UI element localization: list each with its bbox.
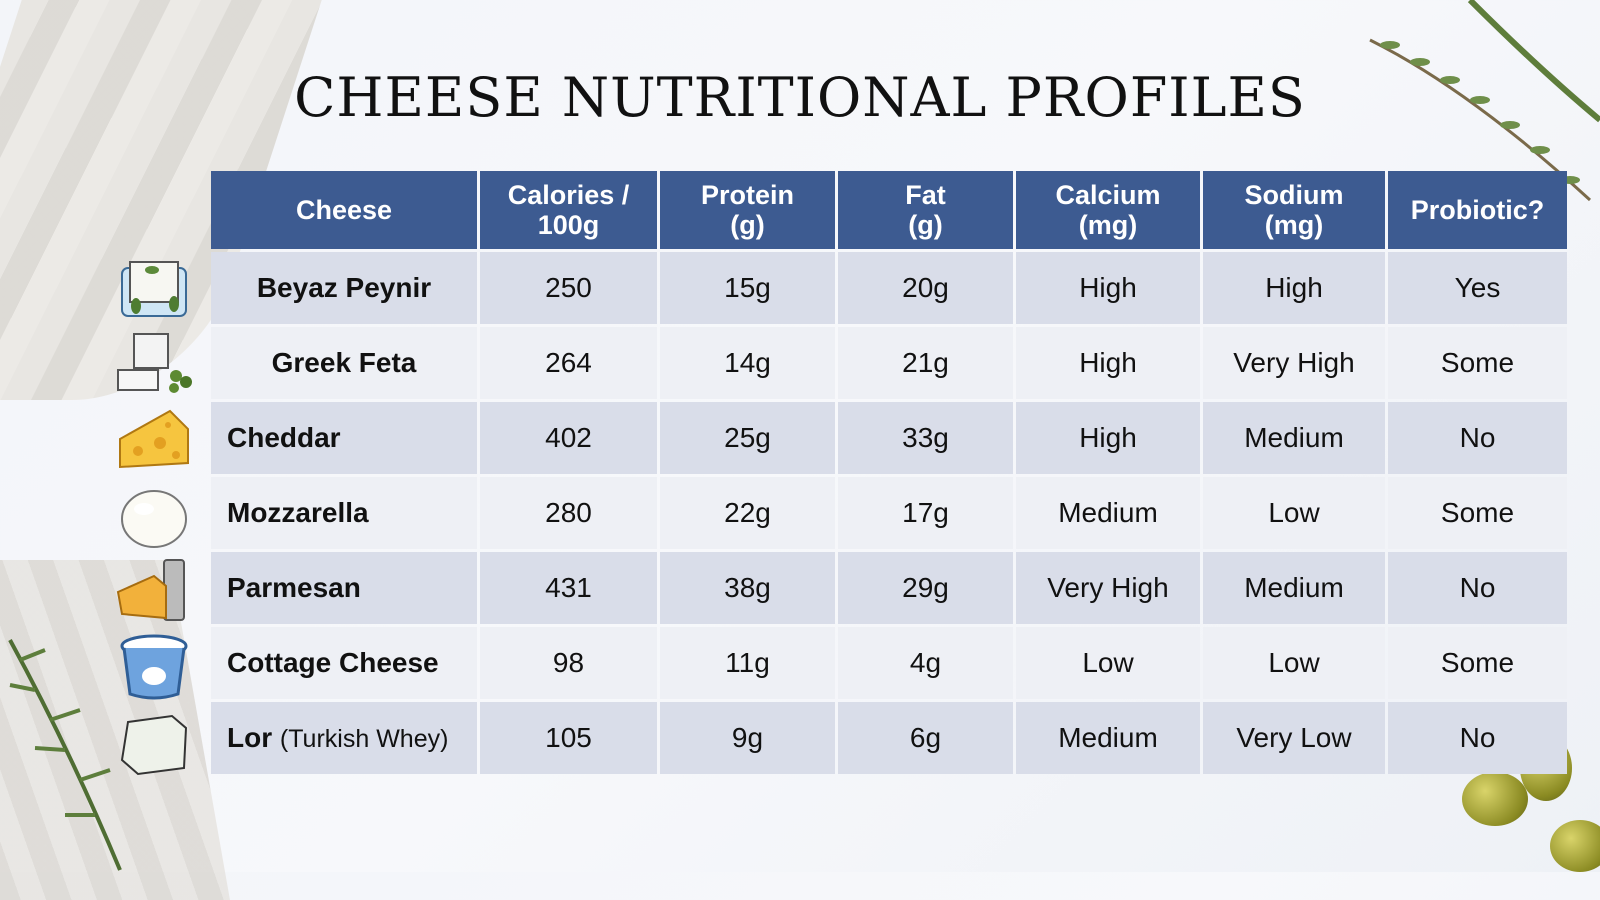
column-header: Probiotic?: [1388, 171, 1567, 249]
table-cell: Yes: [1388, 252, 1567, 324]
table-row: Cottage Cheese 98 11g 4g Low Low Some: [211, 627, 1567, 699]
cheese-name: Greek Feta: [271, 347, 417, 378]
nutrition-table: Cheese Calories /100g Protein (g) Fat (g) Calc…: [208, 168, 1570, 777]
table-cell: 38g: [660, 552, 835, 624]
table-cell: Medium: [1016, 477, 1200, 549]
table-cell: High: [1016, 252, 1200, 324]
column-header-label: (mg): [1264, 210, 1324, 240]
table-cell: 402: [480, 402, 657, 474]
table-cell: Some: [1388, 627, 1567, 699]
cheese-name-cell: Mozzarella: [211, 477, 477, 549]
cheddar-wedge-icon: [114, 405, 194, 475]
table-cell: 264: [480, 327, 657, 399]
column-header-label: Calcium: [1055, 180, 1161, 210]
table-cell: 21g: [838, 327, 1013, 399]
table-cell: Low: [1203, 627, 1385, 699]
table-cell: No: [1388, 702, 1567, 774]
mozzarella-ball-icon: [114, 481, 194, 551]
table-cell: 105: [480, 702, 657, 774]
column-header: Cheese: [211, 171, 477, 249]
column-header: Calcium (mg): [1016, 171, 1200, 249]
cheese-name: Cottage Cheese: [227, 647, 439, 678]
page-title: CHEESE NUTRITIONAL PROFILES: [294, 66, 1306, 129]
cottage-cheese-tub-icon: [114, 632, 194, 702]
column-header-label: (mg): [1078, 210, 1138, 240]
table-cell: Some: [1388, 327, 1567, 399]
table-cell: 25g: [660, 402, 835, 474]
table-cell: Medium: [1203, 552, 1385, 624]
column-header-label: Fat: [905, 180, 946, 210]
table-cell: 22g: [660, 477, 835, 549]
cheese-note: (Turkish Whey): [279, 725, 449, 753]
table-cell: 14g: [660, 327, 835, 399]
table-cell: Medium: [1203, 402, 1385, 474]
column-header: Protein (g): [660, 171, 835, 249]
column-header-label: Sodium: [1244, 180, 1344, 210]
table-cell: Medium: [1016, 702, 1200, 774]
cheese-name: Beyaz Peynir: [256, 272, 432, 303]
table-cell: 98: [480, 627, 657, 699]
table-cell: Low: [1203, 477, 1385, 549]
table-cell: 17g: [838, 477, 1013, 549]
table-cell: High: [1016, 327, 1200, 399]
cheese-name-cell: Parmesan: [211, 552, 477, 624]
table-cell: 11g: [660, 627, 835, 699]
table-cell: No: [1388, 552, 1567, 624]
column-header: Sodium (mg): [1203, 171, 1385, 249]
table-cell: 15g: [660, 252, 835, 324]
table-cell: 4g: [838, 627, 1013, 699]
table-cell: 29g: [838, 552, 1013, 624]
table-cell: Very Low: [1203, 702, 1385, 774]
column-header-label: (g): [908, 210, 943, 240]
table-row: Beyaz Peynir 250 15g 20g High High Yes: [211, 252, 1567, 324]
table-cell: 280: [480, 477, 657, 549]
feta-cubes-icon: [114, 330, 194, 400]
table-cell: Very High: [1203, 327, 1385, 399]
column-header-label: Cheese: [295, 195, 393, 225]
parmesan-grater-icon: [114, 556, 194, 626]
table-cell: 20g: [838, 252, 1013, 324]
table-cell: 250: [480, 252, 657, 324]
table-cell: 33g: [838, 402, 1013, 474]
table-cell: Some: [1388, 477, 1567, 549]
column-header-label: Protein: [700, 180, 794, 210]
table-header-row: Cheese Calories /100g Protein (g) Fat (g) Calc…: [211, 171, 1567, 249]
cheese-name: Cheddar: [227, 422, 341, 453]
table-cell: High: [1203, 252, 1385, 324]
cheese-name-cell: Cottage Cheese: [211, 627, 477, 699]
table-cell: Low: [1016, 627, 1200, 699]
cheese-name-cell: Greek Feta: [211, 327, 477, 399]
column-header: Calories /100g: [480, 171, 657, 249]
column-header-label: 100g: [537, 210, 600, 240]
column-header: Fat (g): [838, 171, 1013, 249]
brined-white-cheese-icon: [114, 254, 194, 324]
olive-decoration: [1550, 820, 1600, 872]
rosemary-sprig-decoration: [8, 639, 122, 871]
column-header-label: (g): [730, 210, 765, 240]
table-row: Lor (Turkish Whey) 105 9g 6g Medium Very Low N…: [211, 702, 1567, 774]
table-row: Greek Feta 264 14g 21g High Very High Some: [211, 327, 1567, 399]
table-row: Cheddar 402 25g 33g High Medium No: [211, 402, 1567, 474]
column-header-label: Calories /: [507, 180, 630, 210]
column-header-label: Probiotic?: [1410, 195, 1545, 225]
table-cell: 431: [480, 552, 657, 624]
cheese-name-cell: Beyaz Peynir: [211, 252, 477, 324]
cheese-name-cell: Lor (Turkish Whey): [211, 702, 477, 774]
cheese-name: Lor: [227, 722, 273, 753]
table-cell: Very High: [1016, 552, 1200, 624]
lor-cheese-block-icon: [114, 708, 194, 778]
cheese-name: Parmesan: [227, 572, 361, 603]
table-cell: High: [1016, 402, 1200, 474]
olive-decoration: [1462, 772, 1528, 826]
table-cell: 6g: [838, 702, 1013, 774]
cheese-name: Mozzarella: [227, 497, 369, 528]
table-cell: No: [1388, 402, 1567, 474]
table-cell: 9g: [660, 702, 835, 774]
table-row: Mozzarella 280 22g 17g Medium Low Some: [211, 477, 1567, 549]
table-row: Parmesan 431 38g 29g Very High Medium No: [211, 552, 1567, 624]
cheese-name-cell: Cheddar: [211, 402, 477, 474]
